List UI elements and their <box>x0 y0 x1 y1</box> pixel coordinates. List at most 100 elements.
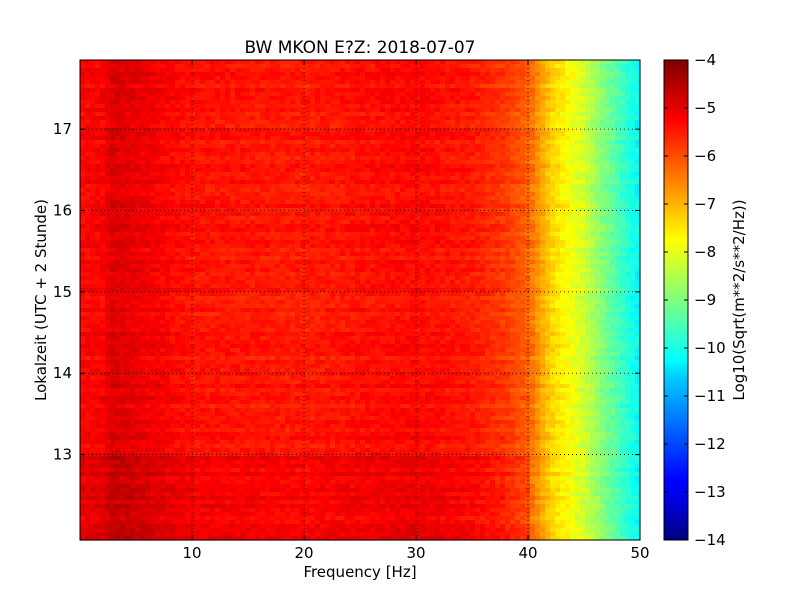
heatmap-cell <box>180 184 186 189</box>
heatmap-cell <box>385 176 391 181</box>
heatmap-cell <box>615 132 621 137</box>
heatmap-cell <box>405 164 411 169</box>
heatmap-cell <box>605 200 611 205</box>
heatmap-cell <box>555 196 561 201</box>
heatmap-cell <box>85 204 91 209</box>
heatmap-cell <box>600 176 606 181</box>
heatmap-cell <box>540 132 546 137</box>
heatmap-cell <box>320 104 326 109</box>
heatmap-cell <box>340 232 346 237</box>
heatmap-cell <box>305 148 311 153</box>
heatmap-cell <box>90 128 96 133</box>
heatmap-cell <box>225 112 231 117</box>
heatmap-cell <box>610 212 616 217</box>
heatmap-cell <box>330 108 336 113</box>
heatmap-cell <box>350 176 356 181</box>
heatmap-cell <box>450 120 456 125</box>
heatmap-cell <box>315 216 321 221</box>
heatmap-cell <box>450 176 456 181</box>
heatmap-cell <box>195 208 201 213</box>
heatmap-cell <box>110 160 116 165</box>
heatmap-cell <box>135 164 141 169</box>
heatmap-cell <box>625 60 631 65</box>
heatmap-cell <box>190 168 196 173</box>
heatmap-cell <box>220 236 226 241</box>
heatmap-cell <box>330 60 336 65</box>
heatmap-cell <box>470 100 476 105</box>
heatmap-cell <box>440 76 446 81</box>
heatmap-cell <box>485 96 491 101</box>
heatmap-cell <box>510 108 516 113</box>
heatmap-cell <box>385 132 391 137</box>
heatmap-cell <box>495 64 501 69</box>
heatmap-cell <box>490 172 496 177</box>
heatmap-cell <box>145 60 151 65</box>
heatmap-cell <box>235 172 241 177</box>
heatmap-cell <box>270 172 276 177</box>
heatmap-cell <box>325 144 331 149</box>
heatmap-cell <box>425 140 431 145</box>
heatmap-cell <box>255 124 261 129</box>
heatmap-cell <box>330 164 336 169</box>
heatmap-cell <box>185 84 191 89</box>
heatmap-cell <box>530 80 536 85</box>
heatmap-cell <box>360 196 366 201</box>
heatmap-cell <box>580 200 586 205</box>
heatmap-cell <box>445 184 451 189</box>
heatmap-cell <box>135 176 141 181</box>
heatmap-cell <box>435 148 441 153</box>
heatmap-cell <box>340 196 346 201</box>
heatmap-cell <box>360 132 366 137</box>
heatmap-cell <box>220 204 226 209</box>
heatmap-cell <box>460 140 466 145</box>
heatmap-cell <box>410 88 416 93</box>
heatmap-cell <box>250 100 256 105</box>
heatmap-cell <box>385 76 391 81</box>
heatmap-cell <box>565 224 571 229</box>
heatmap-cell <box>345 152 351 157</box>
heatmap-cell <box>80 176 86 181</box>
heatmap-cell <box>475 132 481 137</box>
heatmap-cell <box>330 76 336 81</box>
heatmap-cell <box>225 68 231 73</box>
heatmap-cell <box>185 104 191 109</box>
heatmap-cell <box>140 172 146 177</box>
heatmap-cell <box>570 152 576 157</box>
heatmap-cell <box>245 128 251 133</box>
heatmap-cell <box>95 136 101 141</box>
heatmap-cell <box>515 228 521 233</box>
heatmap-cell <box>195 204 201 209</box>
heatmap-cell <box>150 168 156 173</box>
heatmap-cell <box>550 220 556 225</box>
heatmap-cell <box>115 104 121 109</box>
heatmap-cell <box>635 120 641 125</box>
heatmap-cell <box>240 100 246 105</box>
heatmap-cell <box>165 236 171 241</box>
heatmap-cell <box>230 120 236 125</box>
heatmap-cell <box>180 156 186 161</box>
heatmap-cell <box>465 148 471 153</box>
heatmap-cell <box>320 168 326 173</box>
heatmap-cell <box>270 204 276 209</box>
heatmap-cell <box>340 88 346 93</box>
heatmap-cell <box>350 68 356 73</box>
heatmap-cell <box>455 196 461 201</box>
heatmap-cell <box>320 124 326 129</box>
heatmap-cell <box>260 172 266 177</box>
heatmap-cell <box>490 132 496 137</box>
heatmap-cell <box>350 188 356 193</box>
heatmap-cell <box>195 168 201 173</box>
heatmap-cell <box>135 88 141 93</box>
heatmap-cell <box>255 200 261 205</box>
heatmap-cell <box>490 124 496 129</box>
heatmap-cell <box>575 116 581 121</box>
heatmap-cell <box>95 208 101 213</box>
heatmap-cell <box>520 108 526 113</box>
heatmap-cell <box>395 128 401 133</box>
heatmap-cell <box>615 216 621 221</box>
heatmap-cell <box>605 164 611 169</box>
heatmap-cell <box>325 204 331 209</box>
heatmap-cell <box>105 84 111 89</box>
heatmap-cell <box>345 72 351 77</box>
heatmap-cell <box>325 184 331 189</box>
